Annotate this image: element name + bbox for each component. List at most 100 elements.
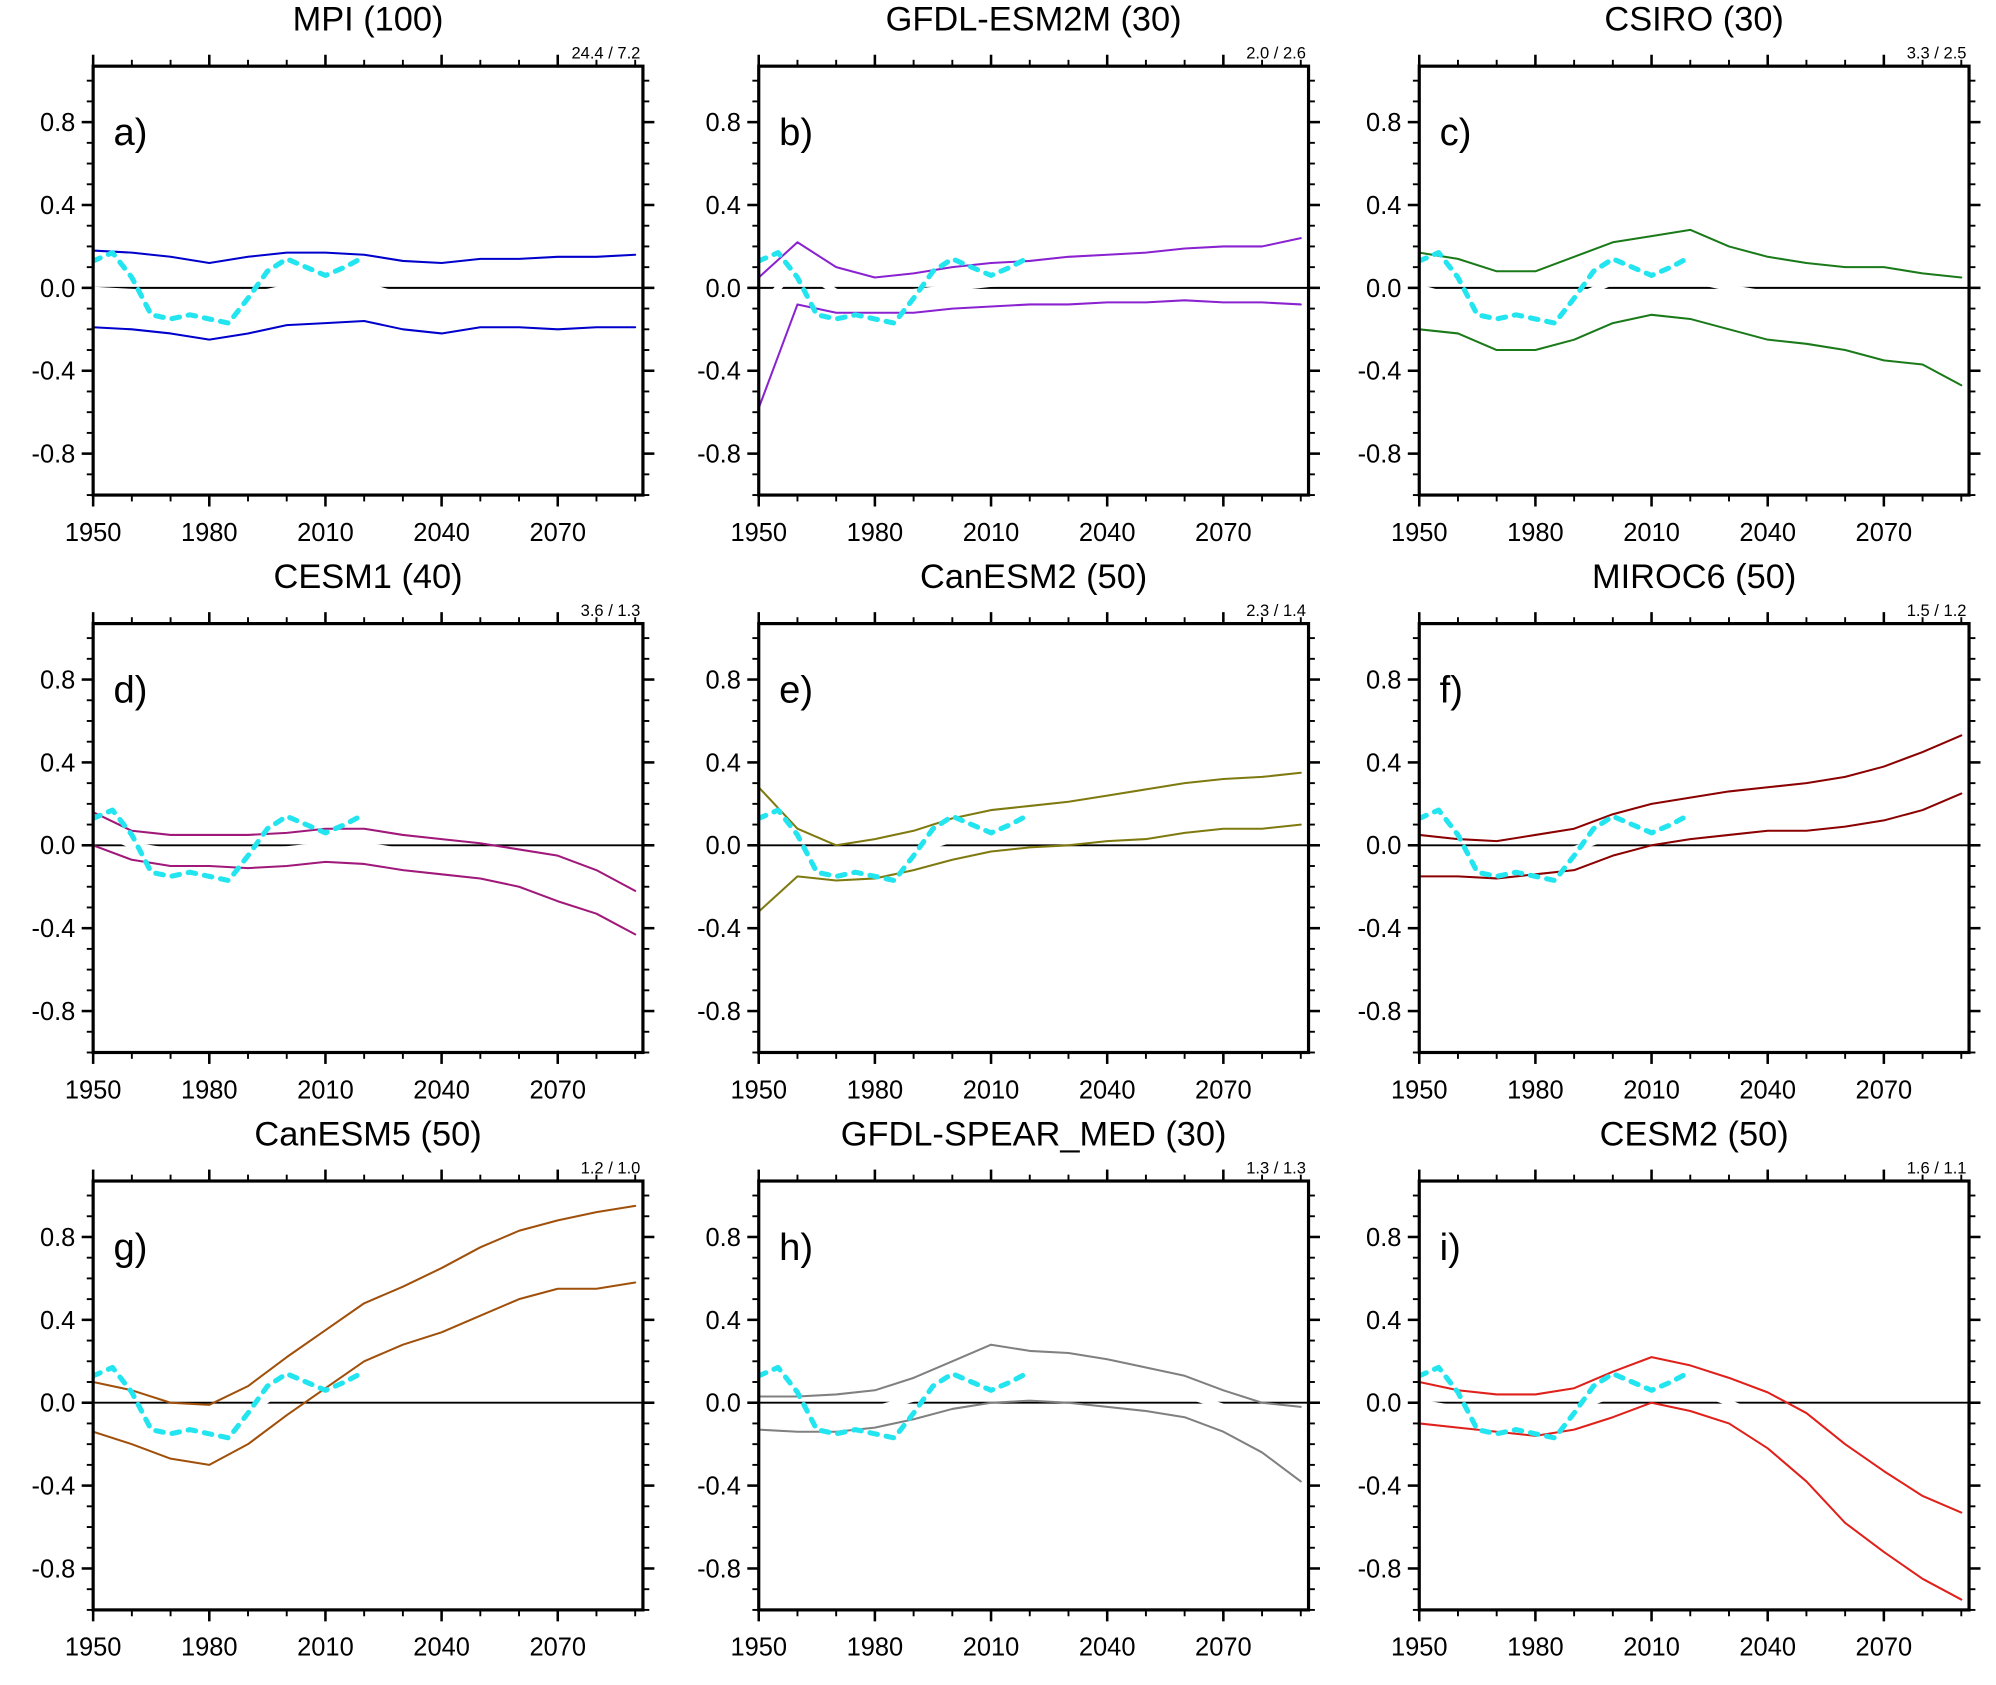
- y-tick-label: -0.8: [697, 441, 741, 469]
- panel: GFDL-SPEAR_MED (30) 1.3 / 1.3 -0.8 -0.4 0.0 0…: [697, 1115, 1320, 1662]
- x-tick-label: 2010: [297, 1076, 354, 1104]
- x-tick-label: 1980: [181, 519, 238, 547]
- member-line: [1419, 734, 1963, 843]
- x-tick-label: 1950: [730, 519, 787, 547]
- x-tick-label: 2010: [1623, 519, 1680, 547]
- x-tick-label: 2070: [529, 1076, 586, 1104]
- observed-line: [1419, 807, 1693, 884]
- x-tick-label: 2040: [413, 1076, 470, 1104]
- y-tick-label: 0.4: [1366, 749, 1401, 777]
- panel-label: i): [1440, 1226, 1461, 1269]
- panel-label: b): [779, 111, 813, 154]
- member-line: [758, 771, 1302, 847]
- panel: CESM2 (50) 1.6 / 1.1 -0.8 -0.4 0.0 0.4 0.8 1950…: [1358, 1115, 1981, 1662]
- panel-title: CESM2 (50): [1600, 1115, 1789, 1153]
- mean-line: [1419, 765, 1965, 863]
- panel-title: GFDL-ESM2M (30): [886, 1, 1182, 39]
- plot-frame: [1417, 64, 1971, 497]
- mean-line: [758, 1372, 1304, 1427]
- panel-title: CanESM5 (50): [254, 1115, 481, 1153]
- y-tick-label: 0.4: [40, 749, 75, 777]
- panel-title: CSIRO (30): [1604, 1, 1783, 39]
- y-tick-label: -0.4: [31, 915, 75, 943]
- x-tick-label: 2070: [1856, 1634, 1913, 1662]
- plot-area: [758, 237, 1304, 410]
- y-tick-label: 0.4: [1366, 1307, 1401, 1335]
- annotation: 1.6 / 1.1: [1907, 1158, 1967, 1177]
- panel-label: e): [779, 669, 813, 712]
- x-tick-label: 2010: [297, 1634, 354, 1662]
- x-tick-label: 1950: [1391, 519, 1448, 547]
- y-tick-label: 0.4: [40, 1307, 75, 1335]
- x-tick-label: 2070: [529, 1634, 586, 1662]
- panel: CanESM2 (50) 2.3 / 1.4 -0.8 -0.4 0.0 0.4 0.8 19…: [697, 558, 1320, 1104]
- plot-frame: [91, 1179, 645, 1612]
- y-tick-label: 0.0: [1366, 832, 1401, 860]
- member-line: [758, 1343, 1302, 1408]
- y-tick-label: -0.4: [697, 1473, 741, 1501]
- plot-frame: [1417, 1179, 1971, 1612]
- y-tick-label: 0.4: [706, 749, 741, 777]
- annotation: 3.3 / 2.5: [1907, 44, 1967, 63]
- x-tick-label: 2040: [1739, 519, 1796, 547]
- member-line: [758, 823, 1302, 913]
- observed-line: [758, 807, 1033, 884]
- x-tick-label: 2070: [529, 519, 586, 547]
- panel: MPI (100) 24.4 / 7.2 -0.8 -0.4 0.0 0.4 0.8 1950…: [31, 1, 655, 547]
- panel-label: c): [1440, 111, 1472, 154]
- y-tick-label: -0.4: [697, 358, 741, 386]
- y-tick-label: 0.8: [1366, 109, 1401, 137]
- y-tick-label: 0.0: [1366, 1390, 1401, 1418]
- plot-area: [758, 1343, 1304, 1483]
- member-line: [758, 1399, 1302, 1483]
- y-tick-label: 0.8: [40, 109, 75, 137]
- plot-area: [93, 807, 639, 936]
- x-tick-label: 2040: [1079, 1634, 1136, 1662]
- y-tick-label: 0.8: [706, 1224, 741, 1252]
- plot-frame: [757, 1179, 1311, 1612]
- y-tick-label: 0.0: [40, 1390, 75, 1418]
- panel: CanESM5 (50) 1.2 / 1.0 -0.8 -0.4 0.0 0.4 0.8 19…: [31, 1115, 655, 1662]
- y-tick-label: 0.8: [706, 109, 741, 137]
- annotation: 2.0 / 2.6: [1246, 44, 1306, 63]
- x-tick-label: 2040: [413, 1634, 470, 1662]
- y-tick-label: -0.4: [31, 358, 75, 386]
- y-tick-label: 0.4: [706, 1307, 741, 1335]
- x-tick-label: 2010: [963, 519, 1020, 547]
- member-line: [93, 1204, 637, 1406]
- x-tick-label: 2040: [1079, 519, 1136, 547]
- x-tick-label: 1950: [65, 519, 122, 547]
- plot-frame: [1417, 622, 1971, 1055]
- plot-area: [1419, 1356, 1965, 1601]
- x-tick-label: 1950: [65, 1634, 122, 1662]
- panel: GFDL-ESM2M (30) 2.0 / 2.6 -0.8 -0.4 0.0 0.4 0.…: [697, 1, 1320, 547]
- member-line: [758, 237, 1302, 279]
- x-tick-label: 2070: [1195, 519, 1252, 547]
- y-tick-label: -0.8: [31, 441, 75, 469]
- member-line: [1419, 313, 1963, 387]
- x-tick-label: 2070: [1195, 1076, 1252, 1104]
- y-tick-label: 0.0: [40, 832, 75, 860]
- member-line: [93, 249, 637, 265]
- y-tick-label: 0.0: [1366, 275, 1401, 303]
- plot-area: [758, 771, 1304, 913]
- y-tick-label: 0.4: [1366, 192, 1401, 220]
- x-tick-label: 2010: [1623, 1076, 1680, 1104]
- y-tick-label: -0.8: [31, 998, 75, 1026]
- y-tick-label: -0.8: [1358, 998, 1402, 1026]
- y-tick-label: -0.4: [1358, 358, 1402, 386]
- panel-title: GFDL-SPEAR_MED (30): [841, 1115, 1227, 1153]
- panel-label: d): [114, 669, 148, 712]
- x-tick-label: 1950: [1391, 1634, 1448, 1662]
- plot-frame: [757, 622, 1311, 1055]
- x-tick-label: 1980: [181, 1076, 238, 1104]
- x-tick-label: 2010: [297, 519, 354, 547]
- x-tick-label: 2040: [1739, 1076, 1796, 1104]
- member-line: [1419, 1401, 1963, 1601]
- x-tick-label: 2040: [1739, 1634, 1796, 1662]
- mean-line: [1419, 270, 1965, 323]
- y-tick-label: 0.8: [1366, 666, 1401, 694]
- x-tick-label: 1980: [1507, 1634, 1564, 1662]
- x-tick-label: 2040: [1079, 1076, 1136, 1104]
- plot-area: [93, 1204, 639, 1466]
